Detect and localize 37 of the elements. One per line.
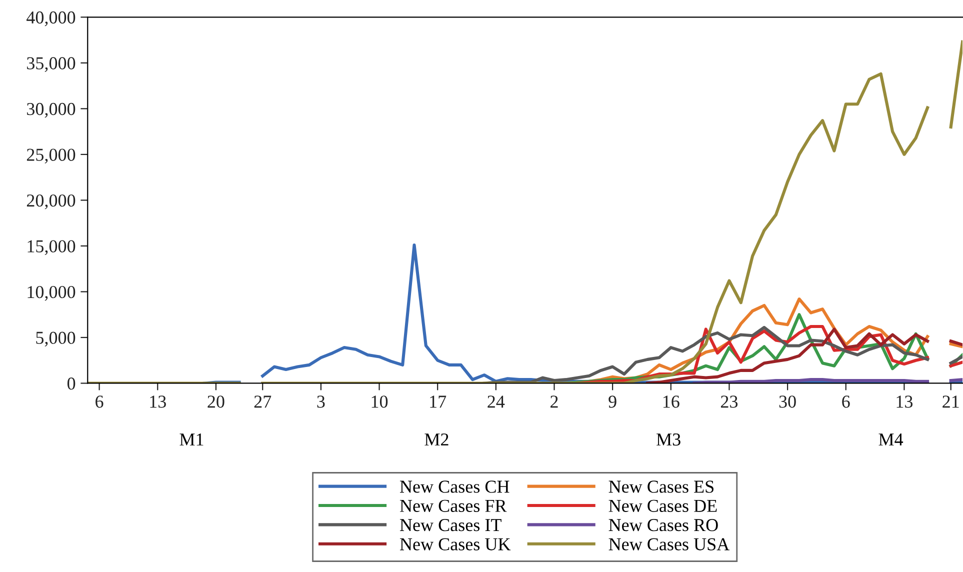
y-tick-label: 15,000	[28, 240, 76, 255]
text: M2	[424, 433, 448, 446]
x-tick-label: 13	[150, 396, 166, 408]
text: M3	[656, 433, 680, 446]
text: M1	[180, 434, 204, 446]
y-tick-label: 20,000	[26, 194, 76, 210]
y-tick-label: 0	[67, 377, 76, 390]
y-tick-label: 40,000	[26, 11, 76, 26]
legend-label: New Cases UK	[400, 538, 511, 550]
x-tick-label: 20	[208, 396, 224, 408]
legend-label: New Cases ES	[608, 480, 714, 493]
legend-label: New Cases CH	[400, 480, 510, 493]
x-tick-label: 9	[608, 396, 616, 408]
legend-label: New Cases FR	[400, 500, 507, 512]
y-tick-label: 30,000	[27, 102, 76, 118]
x-tick-label: 6	[96, 396, 104, 408]
x-tick-label: 6	[842, 396, 850, 408]
y-tick-label: 25,000	[26, 148, 76, 164]
x-tick-label: 30	[779, 396, 796, 408]
x-tick-label: 21	[942, 396, 959, 408]
legend-label: New Cases RO	[608, 519, 718, 532]
y-tick-label: 10,000	[28, 286, 76, 301]
y-tick-label: 35,000	[27, 57, 76, 72]
x-tick-label: 17	[430, 396, 446, 408]
x-tick-label: 2	[550, 396, 558, 408]
legend-label: New Cases USA	[608, 538, 730, 550]
x-tick-label: 13	[896, 396, 913, 408]
text: M4	[878, 434, 904, 446]
x-tick-label: 27	[254, 396, 272, 408]
x-tick-label: 3	[317, 396, 325, 408]
x-tick-label: 16	[663, 396, 680, 408]
legend-label: New Cases IT	[400, 519, 502, 532]
x-tick-label: 10	[372, 396, 388, 408]
legend-label: New Cases DE	[608, 500, 717, 512]
y-tick-label: 5,000	[36, 332, 76, 347]
x-tick-label: 24	[488, 396, 505, 408]
x-tick-label: 23	[720, 396, 738, 408]
